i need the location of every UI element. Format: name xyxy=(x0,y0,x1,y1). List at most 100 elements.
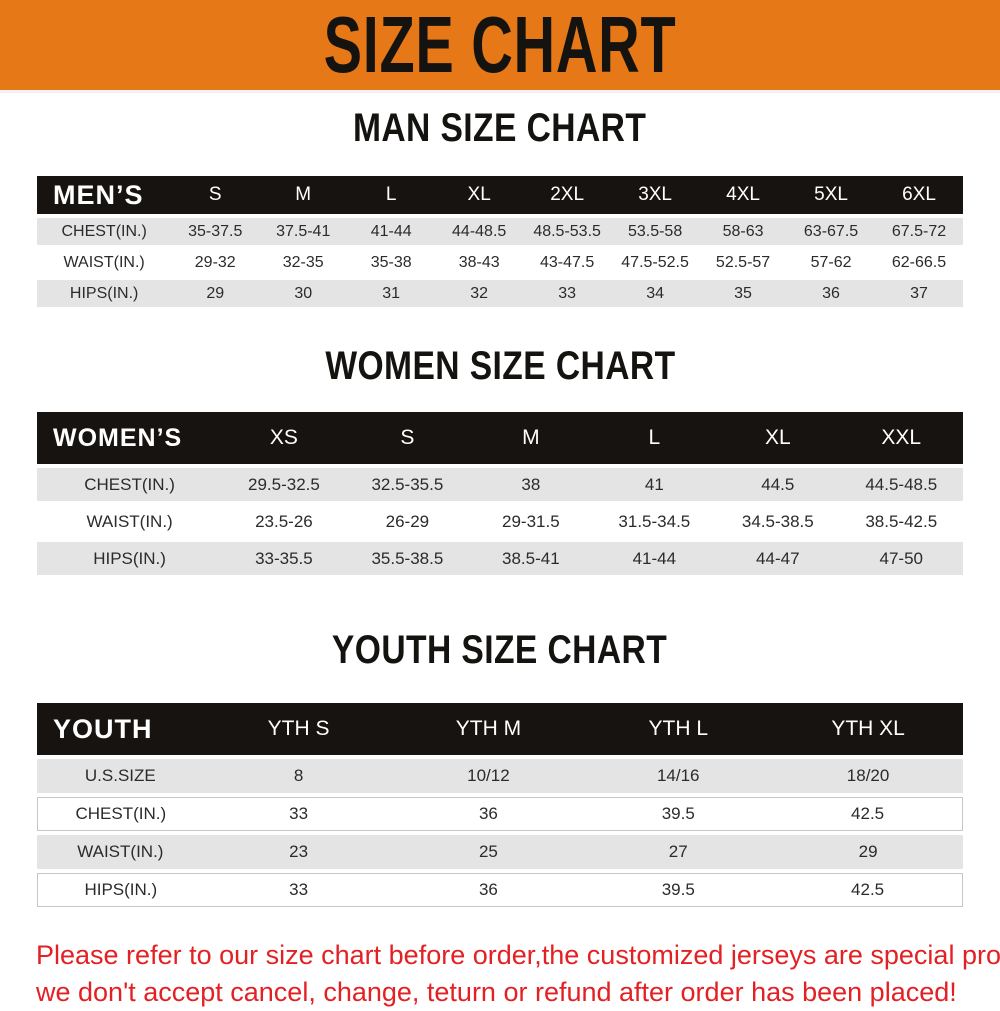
size-value-cell: 29 xyxy=(858,842,878,861)
size-value-cell: 29-32 xyxy=(194,253,236,271)
table-row: U.S.SIZE 8 10/12 14/16 18/20 xyxy=(37,759,963,793)
size-value-cell: 38-43 xyxy=(458,253,500,271)
men-size-table: MEN’S S M L XL 2XL 3XL 4XL 5XL 6XL CHEST(IN.) 35-37… xyxy=(37,172,963,311)
size-value-cell: 48.5-53.5 xyxy=(533,222,601,240)
order-notice-line-2: we don't accept cancel, change, teturn o… xyxy=(36,977,957,1007)
size-value-cell: 33 xyxy=(203,797,394,831)
row-label-cell: HIPS(IN.) xyxy=(69,284,139,302)
size-value-cell: 35-38 xyxy=(370,253,412,271)
size-value-cell: 31.5-34.5 xyxy=(618,511,691,531)
size-value-cell: 32-35 xyxy=(282,253,324,271)
size-value-cell: 14/16 xyxy=(656,766,700,785)
size-value-cell: 29-31.5 xyxy=(502,511,560,531)
size-value-cell: 32.5-35.5 xyxy=(371,474,444,494)
row-label-cell: U.S.SIZE xyxy=(84,766,156,785)
size-value-cell: 30 xyxy=(294,284,313,302)
size-value-cell: 62-66.5 xyxy=(891,253,947,271)
size-column-header: S xyxy=(208,184,222,205)
table-row: CHEST(IN.) 29.5-32.5 32.5-35.5 38 41 44.5 44.5… xyxy=(37,468,963,501)
size-value-cell: 39.5 xyxy=(583,873,774,907)
size-value-cell: 18/20 xyxy=(846,766,890,785)
table-row: CHEST(IN.) 35-37.5 37.5-41 41-44 44-48.5 48.5… xyxy=(37,218,963,245)
men-section-title-text: MAN SIZE CHART xyxy=(353,106,647,150)
size-value-cell: 36 xyxy=(822,284,840,302)
size-column-header: XS xyxy=(269,426,298,449)
row-label-cell: WAIST(IN.) xyxy=(77,842,164,861)
row-label-cell: CHEST(IN.) xyxy=(37,797,204,831)
table-row: CHEST(IN.) 33 36 39.5 42.5 xyxy=(37,797,963,831)
size-value-cell: 33-35.5 xyxy=(255,548,313,568)
size-column-header: 6XL xyxy=(902,184,936,205)
table-header-row: MEN’S S M L XL 2XL 3XL 4XL 5XL 6XL xyxy=(37,176,963,214)
size-value-cell: 52.5-57 xyxy=(715,253,771,271)
row-label-cell: HIPS(IN.) xyxy=(93,548,166,568)
size-value-cell: 44.5 xyxy=(761,474,795,494)
size-column-header: 3XL xyxy=(638,184,672,205)
size-column-header: 5XL xyxy=(814,184,848,205)
size-value-cell: 38.5-42.5 xyxy=(865,511,938,531)
size-value-cell: 8 xyxy=(293,766,304,785)
size-value-cell: 43-47.5 xyxy=(539,253,595,271)
size-value-cell: 35-37.5 xyxy=(188,222,243,240)
size-value-cell: 47-50 xyxy=(879,548,923,568)
size-value-cell: 38.5-41 xyxy=(502,548,560,568)
women-section-title-text: WOMEN SIZE CHART xyxy=(324,344,676,388)
table-category-header: WOMEN’S xyxy=(53,423,183,452)
youth-section-title: YOUTH SIZE CHART xyxy=(0,629,1000,680)
size-value-cell: 23.5-26 xyxy=(255,511,313,531)
size-value-cell: 42.5 xyxy=(773,873,963,907)
size-value-cell: 41 xyxy=(644,474,664,494)
size-value-cell: 25 xyxy=(478,842,498,861)
size-column-header: XXL xyxy=(881,426,922,449)
youth-size-section: YOUTH SIZE CHART YOUTH YTH S YTH M YTH L YTH… xyxy=(0,629,1000,911)
size-value-cell: 39.5 xyxy=(583,797,774,831)
size-value-cell: 29.5-32.5 xyxy=(248,474,320,494)
size-column-header: L xyxy=(385,184,397,205)
table-row: HIPS(IN.) 29 30 31 32 33 34 35 36 37 xyxy=(37,280,963,307)
order-notice-line-1: Please refer to our size chart before or… xyxy=(36,940,1000,970)
size-value-cell: 26-29 xyxy=(385,511,430,531)
size-value-cell: 32 xyxy=(470,284,489,302)
size-column-header: M xyxy=(295,184,312,205)
size-value-cell: 36 xyxy=(393,873,584,907)
size-value-cell: 42.5 xyxy=(773,797,963,831)
size-value-cell: 10/12 xyxy=(467,766,510,785)
size-value-cell: 31 xyxy=(382,284,401,302)
size-column-header: 2XL xyxy=(550,184,585,205)
size-value-cell: 44.5-48.5 xyxy=(865,474,938,494)
women-size-table: WOMEN’S XS S M L XL XXL CHEST(IN.) 29.5-32.5 32.5… xyxy=(37,408,963,579)
size-value-cell: 63-67.5 xyxy=(803,222,859,240)
size-column-header: L xyxy=(648,426,661,449)
size-value-cell: 67.5-72 xyxy=(891,222,947,240)
size-column-header: YTH S xyxy=(267,717,330,740)
size-value-cell: 53.5-58 xyxy=(627,222,683,240)
youth-size-table: YOUTH YTH S YTH M YTH L YTH XL U.S.SIZE 8 10/12… xyxy=(37,699,963,911)
size-value-cell: 36 xyxy=(393,797,584,831)
size-value-cell: 37 xyxy=(910,284,928,302)
size-value-cell: 35 xyxy=(734,284,752,302)
size-value-cell: 33 xyxy=(203,873,394,907)
order-notice: Please refer to our size chart before or… xyxy=(36,937,1000,1011)
size-column-header: S xyxy=(400,426,415,449)
size-value-cell: 44-47 xyxy=(756,548,800,568)
table-row: WAIST(IN.) 23 25 27 29 xyxy=(37,835,963,869)
size-value-cell: 33 xyxy=(558,284,577,302)
size-column-header: M xyxy=(522,426,540,449)
size-value-cell: 34 xyxy=(646,284,664,302)
row-label-cell: CHEST(IN.) xyxy=(84,474,175,494)
table-row: HIPS(IN.) 33-35.5 35.5-38.5 38.5-41 41-44 44-… xyxy=(37,542,963,575)
row-label-cell: WAIST(IN.) xyxy=(86,511,173,531)
table-row: WAIST(IN.) 29-32 32-35 35-38 38-43 43-47.5 47.… xyxy=(37,249,963,276)
women-section-title: WOMEN SIZE CHART xyxy=(0,345,1000,396)
size-value-cell: 44-48.5 xyxy=(452,222,507,240)
size-column-header: YTH XL xyxy=(831,717,905,740)
size-value-cell: 23 xyxy=(289,842,309,861)
row-label-cell: HIPS(IN.) xyxy=(37,873,204,907)
size-value-cell: 41-44 xyxy=(632,548,677,568)
men-section-title: MAN SIZE CHART xyxy=(0,107,1000,158)
table-header-row: YOUTH YTH S YTH M YTH L YTH XL xyxy=(37,703,963,755)
size-column-header: XL xyxy=(764,426,791,449)
size-value-cell: 29 xyxy=(206,284,225,302)
size-value-cell: 57-62 xyxy=(810,253,852,271)
